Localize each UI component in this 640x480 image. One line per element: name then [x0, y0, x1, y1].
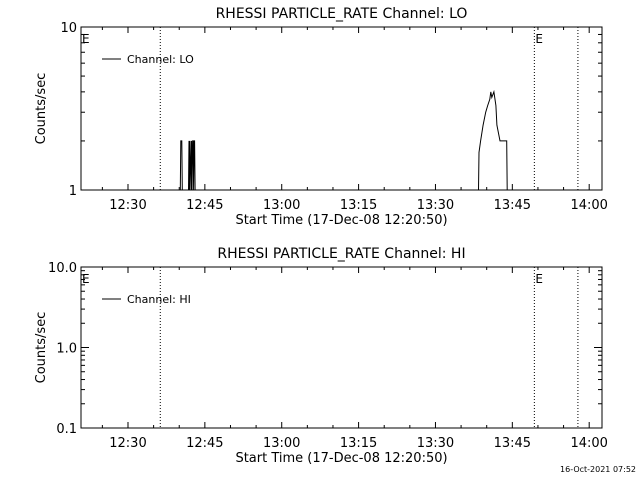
x-tick-label: 13:00 [263, 198, 300, 213]
plot-frame [80, 26, 603, 191]
legend: Channel: LO [102, 53, 194, 66]
x-tick-label: 13:15 [340, 436, 377, 451]
x-axis-label: Start Time (17-Dec-08 12:20:50) [235, 213, 447, 228]
event-marker-label: E [535, 272, 543, 286]
y-axis-label: Counts/sec [34, 312, 49, 384]
x-tick-label: 13:30 [417, 436, 454, 451]
x-tick-label: 13:45 [494, 198, 531, 213]
x-tick-label: 13:45 [494, 436, 531, 451]
event-marker-label: E [82, 272, 90, 286]
y-tick-label: 1.0 [56, 342, 77, 357]
x-tick-label: 14:00 [570, 198, 607, 213]
x-tick-label: 13:15 [340, 198, 377, 213]
x-tick-label: 12:45 [186, 436, 223, 451]
chart-title: RHESSI PARTICLE_RATE Channel: LO [216, 6, 468, 22]
event-marker-label: E [82, 32, 90, 46]
generation-timestamp: 16-Oct-2021 07:52 [560, 465, 636, 474]
x-tick-label: 12:30 [109, 436, 146, 451]
series-line [81, 89, 602, 191]
x-tick-label: 12:30 [109, 198, 146, 213]
y-axis-label: Counts/sec [34, 73, 49, 145]
legend-label: Channel: HI [127, 293, 191, 306]
legend-label: Channel: LO [127, 53, 194, 66]
chart-panel-2: RHESSI PARTICLE_RATE Channel: HI 12:30 12:… [34, 246, 608, 466]
event-marker-label: E [535, 32, 543, 46]
y-tick-label: 10 [60, 21, 77, 36]
y-tick-label: 0.1 [56, 422, 77, 437]
x-tick-label: 14:00 [570, 436, 607, 451]
x-tick-label: 13:30 [417, 198, 454, 213]
chart-title: RHESSI PARTICLE_RATE Channel: HI [217, 246, 465, 262]
legend: Channel: HI [102, 293, 191, 306]
x-tick-label: 13:00 [263, 436, 300, 451]
y-tick-label: 10.0 [48, 261, 77, 276]
x-axis-label: Start Time (17-Dec-08 12:20:50) [235, 451, 447, 466]
y-tick-label: 1 [69, 184, 77, 199]
plot-frame [80, 266, 603, 429]
chart-panel-1: RHESSI PARTICLE_RATE Channel: LO 12:30 12:… [34, 6, 608, 228]
x-tick-label: 12:45 [186, 198, 223, 213]
